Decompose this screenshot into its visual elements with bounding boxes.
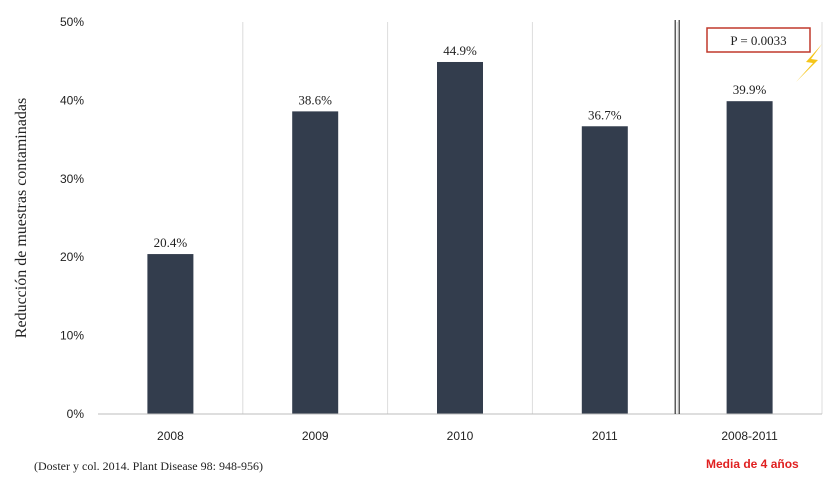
y-axis-ticks: 0% 10% 20% 30% 40% 50% (60, 15, 84, 421)
y-tick-label: 0% (67, 407, 85, 421)
bar (437, 61, 483, 414)
data-labels: 20.4% 38.6% 44.9% 36.7% 39.9% (154, 43, 767, 250)
y-tick-label: 30% (60, 172, 84, 186)
data-label: 38.6% (298, 92, 332, 107)
y-tick-label: 20% (60, 250, 84, 264)
bars (147, 61, 773, 415)
x-tick-label: 2008 (157, 429, 184, 443)
mean-divider (674, 20, 680, 414)
p-value-text: P = 0.0033 (730, 33, 786, 48)
x-tick-label: 2011 (592, 429, 618, 443)
mean-note: Media de 4 años (706, 457, 799, 471)
data-label: 44.9% (443, 43, 477, 58)
x-axis-categories: 2008 2009 2010 2011 2008-2011 (157, 429, 778, 443)
data-label: 39.9% (733, 82, 767, 97)
bar (581, 126, 628, 414)
bar (726, 101, 773, 415)
p-value-box (706, 27, 811, 53)
y-axis-label: Reducción de muestras contaminadas (13, 98, 30, 338)
y-tick-label: 40% (60, 93, 84, 107)
x-tick-label: 2008-2011 (721, 429, 778, 443)
bar (292, 111, 339, 414)
data-label: 36.7% (588, 107, 622, 122)
x-tick-label: 2009 (302, 429, 329, 443)
x-tick-label: 2010 (447, 429, 474, 443)
y-tick-label: 10% (60, 329, 84, 343)
y-tick-label: 50% (60, 15, 84, 29)
citation: (Doster y col. 2014. Plant Disease 98: 9… (34, 459, 263, 473)
p-value-annotation: P = 0.0033 (706, 27, 822, 82)
bar (147, 254, 194, 414)
data-label: 20.4% (154, 235, 188, 250)
grid-lines (242, 22, 823, 414)
